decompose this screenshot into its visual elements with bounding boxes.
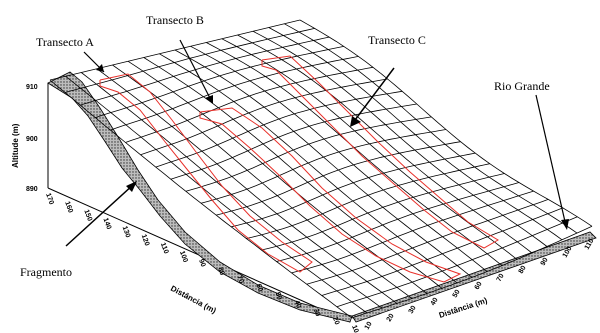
label-rio-grande: Rio Grande bbox=[494, 79, 550, 93]
left-tick-label: 10 bbox=[350, 324, 359, 333]
right-tick-label: 80 bbox=[518, 265, 528, 275]
left-tick-label: 90 bbox=[197, 258, 206, 268]
left-tick-label: 100 bbox=[178, 250, 189, 263]
grid-line-v bbox=[246, 163, 490, 239]
right-tick-label: 50 bbox=[452, 289, 462, 299]
grid-line-v bbox=[336, 216, 578, 308]
left-tick-label: 120 bbox=[140, 234, 151, 247]
left-tick-label: 50 bbox=[274, 291, 283, 301]
grid-line-v bbox=[80, 36, 330, 106]
left-tick-label: 80 bbox=[216, 267, 225, 277]
z-axis-title: Altitude (m) bbox=[11, 123, 20, 168]
transect-a-outline bbox=[99, 73, 313, 273]
annotation-arrows bbox=[65, 39, 569, 247]
grid-line-v bbox=[140, 78, 388, 156]
grid-line-v bbox=[170, 103, 417, 180]
label-transecto-c: Transecto C bbox=[368, 33, 426, 47]
transect-c-outline bbox=[261, 55, 499, 249]
left-tick-label: 30 bbox=[312, 308, 321, 318]
grid-line-v bbox=[261, 173, 505, 251]
grid-line-v bbox=[125, 66, 374, 143]
right-axis-ticks: 10 20 30 40 50 60 70 80 90 100 110 bbox=[364, 238, 596, 331]
grid-line-u bbox=[174, 49, 473, 278]
right-tick-label: 100 bbox=[562, 245, 574, 259]
right-tick-label: 60 bbox=[474, 281, 484, 291]
grid-line-v bbox=[291, 190, 534, 274]
label-fragmento: Fragmento bbox=[20, 265, 72, 279]
left-tick-label: 110 bbox=[159, 242, 169, 255]
left-axis-title: Distância (m) bbox=[169, 284, 218, 316]
left-tick-label: 170 bbox=[44, 192, 55, 205]
right-tick-label: 70 bbox=[496, 273, 506, 283]
grid-line-u bbox=[299, 19, 593, 227]
arrowhead-transecto-c bbox=[350, 116, 361, 127]
grid-line-v bbox=[200, 129, 447, 204]
grid-line-v bbox=[351, 225, 593, 319]
right-tick-label: 10 bbox=[364, 321, 374, 331]
grid-line-v bbox=[321, 207, 563, 296]
grid-line-u bbox=[221, 38, 518, 260]
arrow-transecto-b bbox=[179, 39, 213, 103]
left-tick-label: 60 bbox=[255, 283, 264, 293]
right-tick-label: 40 bbox=[430, 297, 440, 307]
arrowhead-rio-grande bbox=[561, 219, 569, 230]
grid-line-v bbox=[95, 46, 344, 118]
grid-line-u bbox=[190, 45, 488, 272]
grid-line-v bbox=[49, 19, 301, 81]
grid-line-v bbox=[276, 182, 520, 262]
arrow-transecto-c bbox=[351, 67, 395, 125]
right-tick-label: 90 bbox=[540, 257, 550, 267]
grid-line-v bbox=[306, 199, 549, 285]
left-tick-label: 160 bbox=[63, 201, 74, 214]
grid-line-v bbox=[110, 56, 359, 131]
left-tick-label: 140 bbox=[102, 217, 113, 230]
grid-line-u bbox=[284, 23, 578, 234]
arrowhead-transecto-a bbox=[96, 64, 104, 72]
right-axis-title: Distância (m) bbox=[438, 296, 489, 320]
z-axis-ticks: 910 900 890 bbox=[26, 84, 38, 193]
grid-line-u bbox=[112, 64, 413, 299]
arrow-fragmento bbox=[65, 183, 135, 247]
left-tick-label: 130 bbox=[121, 225, 132, 238]
arrowhead-transecto-b bbox=[205, 95, 213, 104]
arrow-rio-grande bbox=[535, 94, 567, 227]
left-tick-label: 150 bbox=[82, 209, 93, 222]
left-tick-label: 40 bbox=[293, 300, 302, 310]
transect-outlines bbox=[99, 55, 499, 283]
arrowhead-fragmento bbox=[126, 181, 137, 192]
z-tick-label: 910 bbox=[26, 84, 38, 91]
left-axis-ticks: 170 160 150 140 130 120 110 100 90 80 70 60 50 40 30 20… bbox=[44, 192, 359, 333]
label-transecto-b: Transecto B bbox=[146, 13, 204, 27]
fragment-strip bbox=[47, 71, 353, 323]
grid-line-v bbox=[231, 152, 476, 228]
right-tick-label: 20 bbox=[386, 313, 396, 323]
right-tick-label: 30 bbox=[408, 305, 418, 315]
grid-line-u bbox=[252, 30, 548, 247]
z-tick-label: 890 bbox=[26, 186, 38, 193]
grid-line-v bbox=[216, 141, 461, 216]
left-tick-label: 20 bbox=[331, 316, 340, 326]
grid-line-v bbox=[185, 116, 432, 192]
z-tick-label: 900 bbox=[26, 136, 38, 143]
left-tick-label: 70 bbox=[235, 275, 244, 285]
surface-wireframe bbox=[49, 19, 593, 319]
right-tick-label: 110 bbox=[584, 238, 596, 251]
transect-b-outline bbox=[199, 107, 462, 283]
label-transecto-a: Transecto A bbox=[36, 35, 94, 49]
